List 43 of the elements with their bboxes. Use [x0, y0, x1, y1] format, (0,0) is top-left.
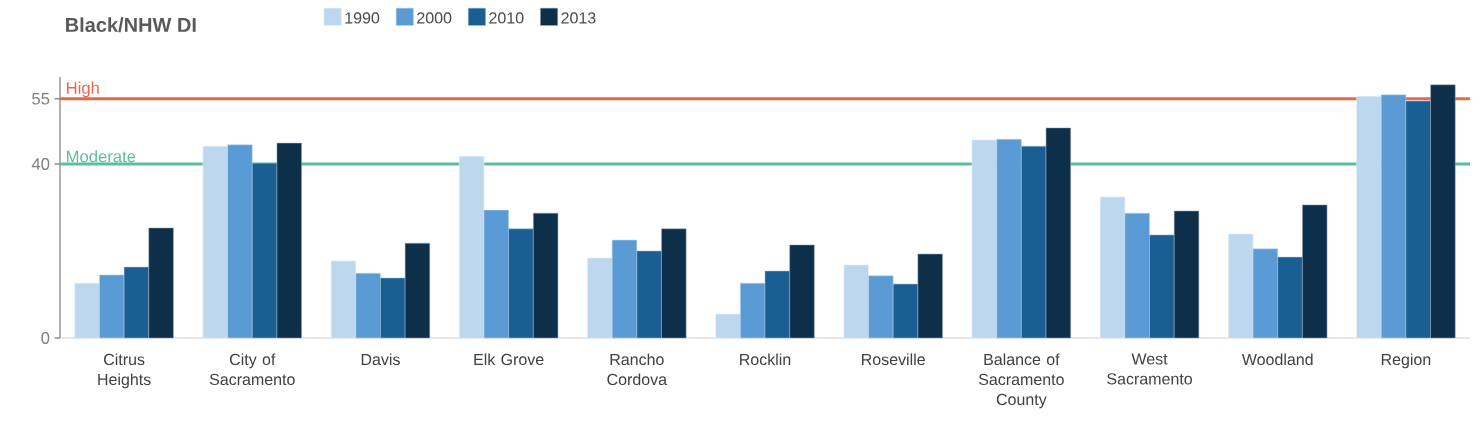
y-tick-label: 40 [31, 158, 50, 170]
ref-line-label: Moderate [66, 150, 136, 163]
bar [276, 142, 302, 339]
bar [1173, 210, 1200, 339]
ref-line-label: High [66, 81, 99, 98]
x-tick-label: Woodland [1241, 353, 1313, 366]
legend-label: 2000 [417, 12, 452, 24]
x-tick-label: Balance of Sacramento County [978, 353, 1064, 409]
x-tick-label: Region [1381, 353, 1431, 369]
x-tick-label: Rocklin [740, 353, 791, 366]
x-tick-label: Rancho Cordova [607, 353, 668, 386]
chart-title: Black/NHW DI [66, 17, 196, 33]
bar [123, 266, 150, 339]
bar [764, 270, 790, 339]
bar [661, 228, 687, 339]
legend-label: 2010 [489, 12, 524, 24]
x-tick-label: West Sacramento [1107, 353, 1192, 385]
x-tick-label: Elk Grove [474, 353, 544, 366]
bar [636, 250, 662, 339]
x-tick-label: Roseville [862, 353, 925, 366]
bar [252, 162, 278, 339]
bar [533, 212, 559, 339]
x-tick-label: Citrus Heights [98, 353, 151, 389]
legend-label: 1990 [345, 12, 380, 24]
bar [508, 228, 534, 339]
bar [892, 283, 919, 339]
bar [789, 244, 815, 339]
bar [1277, 256, 1303, 339]
bar [1021, 145, 1047, 339]
bar [1045, 127, 1071, 339]
bar [917, 253, 943, 339]
x-tick-label: Davis [361, 353, 400, 366]
bar [1430, 84, 1456, 339]
bar [1302, 204, 1328, 339]
bar [148, 227, 174, 339]
bar [1149, 234, 1175, 339]
y-tick-label: 55 [32, 92, 50, 105]
bar [404, 242, 431, 339]
bar [1405, 100, 1431, 339]
x-tick-label: City of Sacramento [209, 353, 295, 386]
bar [380, 277, 406, 339]
y-tick-label: 0 [41, 332, 50, 344]
legend-label: 2013 [561, 12, 596, 24]
